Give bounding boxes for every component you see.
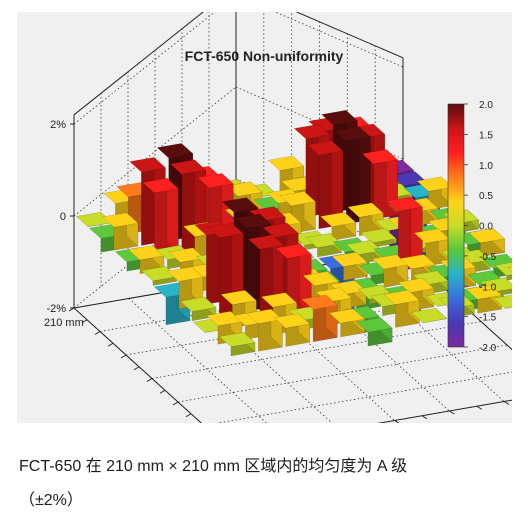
bar-top bbox=[156, 143, 194, 159]
bar-top bbox=[275, 243, 312, 259]
axis-tick bbox=[120, 354, 127, 359]
bar-top bbox=[301, 294, 338, 310]
bar-top bbox=[273, 313, 311, 329]
bar-top bbox=[179, 296, 217, 312]
bar-top bbox=[494, 262, 512, 276]
z-tick-label: 2% bbox=[50, 119, 66, 131]
axis-tick bbox=[185, 413, 192, 418]
bar-top bbox=[166, 266, 204, 282]
axis-tick bbox=[159, 389, 166, 394]
wall-top-right bbox=[295, 12, 404, 59]
bar-top bbox=[468, 228, 506, 244]
bar-top bbox=[260, 292, 298, 308]
colorbar-tick-label: -1.0 bbox=[479, 282, 497, 293]
bar-top bbox=[226, 181, 263, 197]
colorbar-tick-label: 0.5 bbox=[479, 191, 493, 202]
bar-top bbox=[218, 332, 256, 348]
colorbar-tick-label: 0.0 bbox=[479, 222, 493, 233]
bar-top bbox=[361, 149, 399, 165]
bar-top bbox=[197, 173, 234, 189]
bar-top bbox=[247, 234, 285, 250]
axis-tick bbox=[476, 405, 483, 410]
axis-tick bbox=[94, 331, 101, 335]
axis-tick bbox=[394, 420, 400, 423]
wall-level-line bbox=[73, 86, 237, 217]
bar-top bbox=[101, 212, 139, 228]
bar-top bbox=[410, 307, 448, 324]
bar-top bbox=[319, 211, 357, 227]
floor-grid-line bbox=[216, 371, 512, 423]
bar-top bbox=[279, 191, 316, 207]
bar-top bbox=[142, 178, 179, 194]
axis-tick bbox=[133, 366, 140, 371]
floor-grid-line bbox=[347, 260, 505, 402]
axis-tick bbox=[146, 378, 153, 382]
colorbar-tick-label: -0.5 bbox=[479, 252, 497, 263]
bar-face bbox=[506, 274, 512, 281]
bar-top bbox=[356, 317, 393, 333]
bar-top bbox=[386, 196, 423, 212]
bar-top bbox=[347, 202, 384, 218]
bar-top bbox=[383, 289, 420, 305]
colorbar bbox=[447, 103, 465, 348]
bar-top bbox=[221, 197, 259, 213]
floor-grid-line bbox=[238, 279, 395, 421]
axis-tick bbox=[68, 307, 75, 312]
bar-top bbox=[399, 254, 436, 270]
bar-top bbox=[302, 271, 340, 287]
caption-line-2: （±2%） bbox=[19, 492, 83, 509]
caption-line-1: FCT-650 在 210 mm × 210 mm 区域内的均匀度为 A 级 bbox=[19, 458, 408, 475]
bar-top bbox=[328, 308, 366, 324]
colorbar-tick-label: 1.5 bbox=[479, 130, 493, 141]
bars-group bbox=[75, 109, 512, 357]
colorbar-tick-label: -1.5 bbox=[479, 313, 497, 324]
axis-tick bbox=[421, 415, 428, 420]
bar-top bbox=[169, 159, 207, 175]
x-axis-end-label: 210 mm bbox=[44, 317, 84, 329]
bar-top bbox=[321, 110, 358, 126]
bar-top bbox=[360, 228, 397, 244]
floor-grid-line bbox=[183, 288, 333, 423]
bar-face bbox=[331, 140, 344, 226]
floor-grid-line bbox=[128, 298, 268, 423]
bar-top bbox=[465, 284, 503, 300]
axis-tick bbox=[172, 401, 179, 406]
z-tick-label: -2% bbox=[46, 303, 66, 315]
bar-top bbox=[207, 223, 244, 239]
axis-tick bbox=[449, 410, 455, 415]
figure-caption: FCT-650 在 210 mm × 210 mm 区域内的均匀度为 A 级 （… bbox=[19, 450, 509, 518]
bar-top bbox=[507, 266, 512, 272]
bar-top bbox=[220, 289, 257, 306]
bar-top bbox=[129, 157, 166, 173]
axis-tick bbox=[503, 401, 510, 405]
bar-top bbox=[397, 277, 435, 293]
colorbar-tick-label: 2.0 bbox=[479, 100, 493, 111]
bar-top bbox=[306, 140, 344, 156]
bar-top bbox=[331, 251, 368, 267]
bar-top bbox=[493, 294, 512, 309]
bar-top bbox=[334, 126, 371, 142]
axis-tick bbox=[81, 319, 88, 324]
axis-tick bbox=[107, 342, 114, 347]
bar-top bbox=[267, 155, 305, 171]
wall-level-line bbox=[73, 12, 216, 125]
bar-top bbox=[293, 124, 331, 140]
colorbar-tick-label: 1.0 bbox=[479, 161, 493, 172]
bar-top bbox=[262, 222, 299, 238]
z-tick-label: 0 bbox=[60, 211, 66, 223]
bar-top bbox=[234, 213, 272, 229]
colorbar-tick-label: -2.0 bbox=[479, 343, 497, 354]
chart-title: FCT-650 Non-uniformity bbox=[185, 48, 344, 64]
